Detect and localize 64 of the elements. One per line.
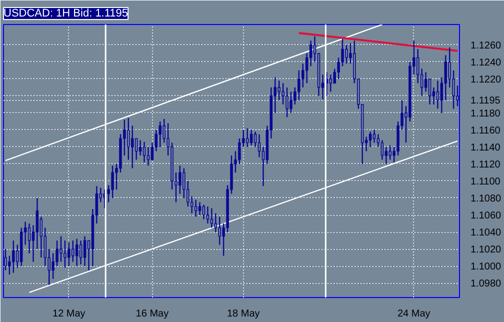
candlestick [111, 165, 114, 199]
candlestick [194, 199, 198, 218]
candlestick [138, 140, 142, 156]
candlestick [134, 138, 138, 160]
candlestick [202, 204, 206, 220]
y-tick-label: 1.1220 [470, 74, 502, 86]
candlestick [278, 80, 280, 101]
candlestick [309, 40, 312, 67]
candlestick [290, 91, 292, 114]
y-tick-label: 1.0980 [470, 278, 502, 290]
candlestick [372, 129, 376, 144]
candlestick [158, 120, 162, 148]
candlestick [210, 208, 214, 228]
x-tick-label: 18 May [227, 308, 260, 320]
y-tick-label: 1.1080 [470, 193, 502, 204]
candlestick [218, 216, 221, 246]
candlestick [64, 240, 66, 268]
candlestick [79, 240, 82, 265]
candlestick [130, 125, 134, 169]
candlestick [36, 197, 39, 250]
candlestick [178, 165, 182, 194]
candlestick [12, 240, 15, 274]
candlestick [198, 202, 202, 216]
candlestick [345, 44, 348, 64]
candlestick [384, 146, 388, 165]
candlestick [380, 140, 384, 160]
y-tick-label: 1.1120 [470, 159, 501, 170]
candlestick [142, 141, 146, 163]
candlestick [52, 252, 54, 280]
y-tick-label: 1.1060 [470, 210, 502, 222]
candlestick [28, 222, 31, 254]
y-tick-label: 1.1160 [470, 125, 501, 136]
x-tick-label: 16 May [136, 308, 169, 320]
y-tick-label: 1.1040 [470, 228, 502, 239]
candlestick [127, 117, 130, 160]
y-tick-label: 1.1180 [470, 108, 501, 120]
candlestick [68, 242, 70, 267]
candlestick [162, 118, 166, 144]
candlestick [424, 72, 428, 92]
y-tick-label: 1.1140 [470, 142, 501, 154]
x-tick-label: 12 May [52, 308, 86, 320]
candlestick [146, 146, 150, 166]
candlestick [286, 86, 288, 118]
y-tick-label: 1.1020 [470, 244, 502, 256]
y-tick-label: 1.1240 [470, 57, 502, 68]
chart-title: USDCAD: 1H Bid: 1.1195 [4, 8, 128, 20]
candlestick [72, 240, 74, 262]
y-tick-label: 1.1260 [470, 40, 502, 52]
candlestick [238, 138, 241, 165]
y-tick-label: 1.1100 [470, 176, 501, 188]
candlestick [246, 128, 249, 148]
y-tick-label: 1.1195 [470, 96, 501, 107]
candlestick [282, 82, 284, 106]
candlestick [206, 206, 210, 224]
candlestick [182, 168, 186, 199]
candlestick [298, 70, 300, 101]
candlestick [388, 144, 392, 160]
candlestick [83, 236, 86, 267]
candlestick [60, 236, 62, 262]
y-tick-label: 1.1000 [470, 262, 502, 273]
x-tick-label: 24 May [398, 308, 430, 320]
candlestick [428, 78, 432, 106]
candlestick [56, 240, 58, 267]
candlestick [329, 74, 332, 92]
